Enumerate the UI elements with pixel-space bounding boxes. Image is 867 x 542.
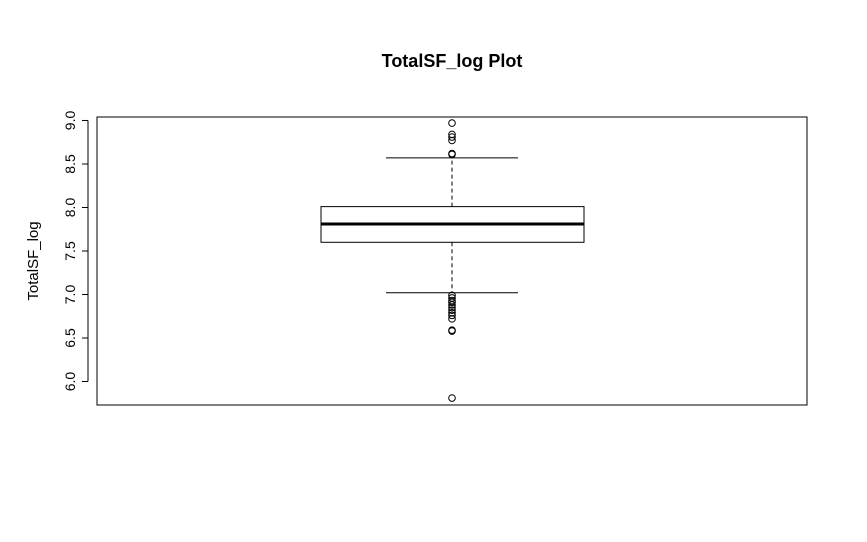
outlier-point	[448, 311, 456, 320]
y-axis: 6.0 6.5 7.0 7.5 8.0 8.5 9.0	[62, 111, 89, 392]
outlier-point	[448, 394, 456, 402]
outlier-point	[448, 308, 456, 317]
y-tick-label: 8.0	[62, 198, 78, 218]
outlier-point	[448, 327, 456, 335]
chart-title: TotalSF_log Plot	[382, 51, 523, 71]
outlier-point	[448, 298, 456, 307]
outlier-point	[448, 315, 456, 323]
outlier-point	[448, 136, 456, 145]
y-tick-label: 8.5	[62, 154, 78, 174]
outlier-point	[448, 130, 456, 139]
y-axis-label: TotalSF_log	[25, 221, 42, 300]
y-tick-label: 7.0	[62, 285, 78, 305]
y-tick-label: 9.0	[62, 111, 78, 131]
outlier-point	[448, 119, 456, 127]
y-tick-label: 6.0	[62, 372, 78, 392]
outlier-point	[448, 306, 456, 314]
box-group	[320, 119, 585, 402]
y-tick-label: 7.5	[62, 241, 78, 261]
plot-frame	[96, 116, 808, 406]
y-tick-label: 6.5	[62, 328, 78, 348]
outlier-point	[448, 150, 456, 159]
outlier-point	[448, 301, 456, 309]
outlier-point	[448, 303, 456, 312]
outlier-point	[448, 133, 456, 141]
